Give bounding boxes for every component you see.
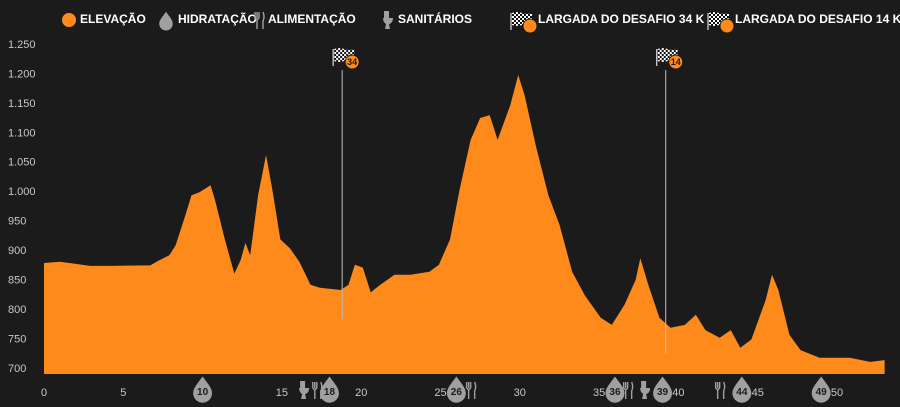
- x-tick-label: 40: [672, 387, 684, 399]
- drop-icon: [193, 376, 213, 403]
- food-marker: [465, 381, 477, 399]
- toilet-icon: [640, 381, 651, 399]
- x-tick-label: 45: [752, 387, 764, 399]
- food-marker: [312, 381, 323, 399]
- flag-number: 34: [347, 57, 357, 67]
- flag-badge: [668, 54, 684, 70]
- food-marker: [714, 381, 726, 399]
- start-flag: 34: [332, 48, 360, 70]
- y-tick-label: 1.000: [8, 186, 36, 198]
- hydration-marker: 18: [320, 376, 339, 403]
- y-tick-label: 1.100: [8, 127, 36, 139]
- x-tick-label: 15: [276, 387, 288, 399]
- y-tick-label: 950: [8, 216, 26, 228]
- hydration-marker: 10: [193, 376, 213, 403]
- fork-icon: [465, 381, 477, 399]
- legend-label: LARGADA DO DESAFIO 14 K: [735, 12, 900, 26]
- x-tick-label: 25: [434, 387, 446, 399]
- hydration-km: 18: [324, 387, 336, 398]
- hydration-km: 26: [451, 387, 463, 398]
- drop-icon: [811, 376, 831, 403]
- drop-icon: [605, 376, 625, 403]
- legend-icon: [510, 12, 538, 34]
- legend-icon: [254, 11, 265, 29]
- y-tick-label: 750: [8, 333, 26, 345]
- fork-icon: [622, 381, 634, 399]
- x-tick-label: 20: [355, 387, 367, 399]
- legend-label: ELEVAÇÃO: [80, 11, 146, 26]
- drop-icon: [653, 376, 673, 403]
- x-tick-label: 35: [593, 387, 605, 399]
- drop-icon: [732, 376, 752, 403]
- elevation-area: [44, 75, 885, 374]
- y-tick-label: 800: [8, 304, 26, 316]
- flag-badge: [344, 54, 360, 70]
- legend-icon: [707, 12, 735, 34]
- hydration-km: 36: [609, 387, 621, 398]
- drop-icon: [446, 376, 466, 403]
- drop-icon: [320, 376, 339, 403]
- x-tick-label: 0: [41, 387, 47, 399]
- flag-number: 14: [671, 57, 681, 67]
- hydration-marker: 39: [653, 376, 673, 403]
- x-tick-label: 50: [831, 387, 843, 399]
- start-flag: 14: [656, 48, 684, 70]
- toilet-marker: [640, 381, 651, 399]
- toilet-icon: [299, 381, 310, 399]
- hydration-km: 44: [736, 387, 748, 398]
- y-tick-label: 900: [8, 245, 26, 257]
- hydration-marker: 44: [732, 376, 752, 403]
- drop-icon: [159, 11, 173, 31]
- flag-badge: [522, 18, 538, 34]
- legend-label: HIDRATAÇÃO: [178, 11, 257, 26]
- flag-badge: [719, 18, 735, 34]
- food-marker: [622, 381, 634, 399]
- hydration-km: 39: [657, 387, 669, 398]
- y-tick-label: 1.200: [8, 68, 36, 80]
- hydration-marker: 36: [605, 376, 625, 403]
- x-tick-label: 30: [514, 387, 526, 399]
- y-tick-label: 700: [8, 363, 26, 375]
- y-tick-label: 1.150: [8, 98, 36, 110]
- y-tick-label: 1.250: [8, 39, 36, 51]
- fork-icon: [714, 381, 726, 399]
- fork-icon: [254, 11, 265, 29]
- plot: 700 750 800 850 900 950 1.000 1.050 1.100 1.150 1.…: [8, 39, 885, 403]
- toilet-icon: [383, 11, 393, 29]
- fork-icon: [312, 381, 323, 399]
- legend-swatch: [62, 13, 76, 27]
- hydration-marker: 26: [446, 376, 466, 403]
- y-tick-label: 1.050: [8, 157, 36, 169]
- hydration-marker: 49: [811, 376, 831, 403]
- x-tick-label: 5: [120, 387, 126, 399]
- legend-icon: [383, 11, 393, 29]
- hydration-km: 10: [197, 387, 209, 398]
- legend-label: ALIMENTAÇÃO: [268, 11, 356, 26]
- hydration-km: 49: [816, 387, 828, 398]
- legend: ELEVAÇÃO HIDRATAÇÃO ALIMENTAÇÃO SANITÁRIOS L…: [62, 11, 900, 34]
- legend-icon: [159, 11, 173, 31]
- legend-label: SANITÁRIOS: [398, 11, 472, 26]
- toilet-marker: [299, 381, 310, 399]
- y-tick-label: 850: [8, 275, 26, 287]
- legend-label: LARGADA DO DESAFIO 34 K: [538, 12, 705, 26]
